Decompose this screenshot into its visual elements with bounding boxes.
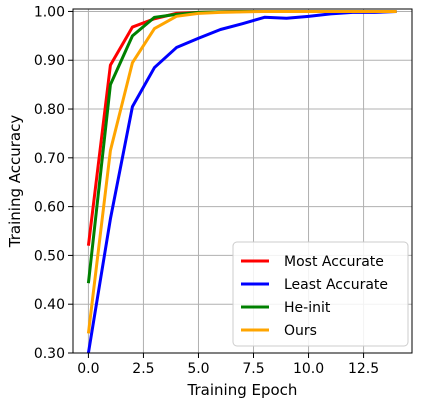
legend-box: [232, 241, 409, 347]
y-tick-label: 0.60: [34, 200, 65, 216]
legend: Most Accurate Least Accurate He-init Ours: [232, 241, 409, 347]
y-tick-label: 1.00: [34, 4, 65, 20]
y-axis-label: Training Accuracy: [6, 115, 24, 249]
x-tick-label: 0.0: [77, 361, 99, 377]
axis-ticks: 0.0 2.5 5.0 7.5 10.0 12.5 0.30 0.40 0.50 0.60 0.70…: [34, 4, 379, 377]
x-tick-label: 12.5: [348, 361, 379, 377]
y-tick-label: 0.30: [34, 346, 65, 362]
x-tick-label: 7.5: [242, 361, 264, 377]
y-tick-label: 0.40: [34, 297, 65, 313]
y-tick-label: 0.80: [34, 102, 65, 118]
y-tick-label: 0.90: [34, 53, 65, 69]
x-tick-label: 5.0: [187, 361, 209, 377]
x-tick-label: 10.0: [293, 361, 324, 377]
y-tick-label: 0.70: [34, 151, 65, 167]
x-tick-label: 2.5: [132, 361, 154, 377]
series-lines: [86, 9, 397, 353]
series-line-ours: [86, 9, 397, 334]
series-line-most-accurate: [86, 9, 397, 246]
legend-label-ours: Ours: [284, 323, 317, 339]
legend-label-most-accurate: Most Accurate: [284, 254, 384, 270]
plot-frame: [72, 8, 413, 354]
legend-label-he-init: He-init: [284, 300, 331, 316]
x-axis-label: Training Epoch: [187, 381, 298, 399]
y-tick-label: 0.50: [34, 248, 65, 264]
legend-label-least-accurate: Least Accurate: [284, 277, 388, 293]
